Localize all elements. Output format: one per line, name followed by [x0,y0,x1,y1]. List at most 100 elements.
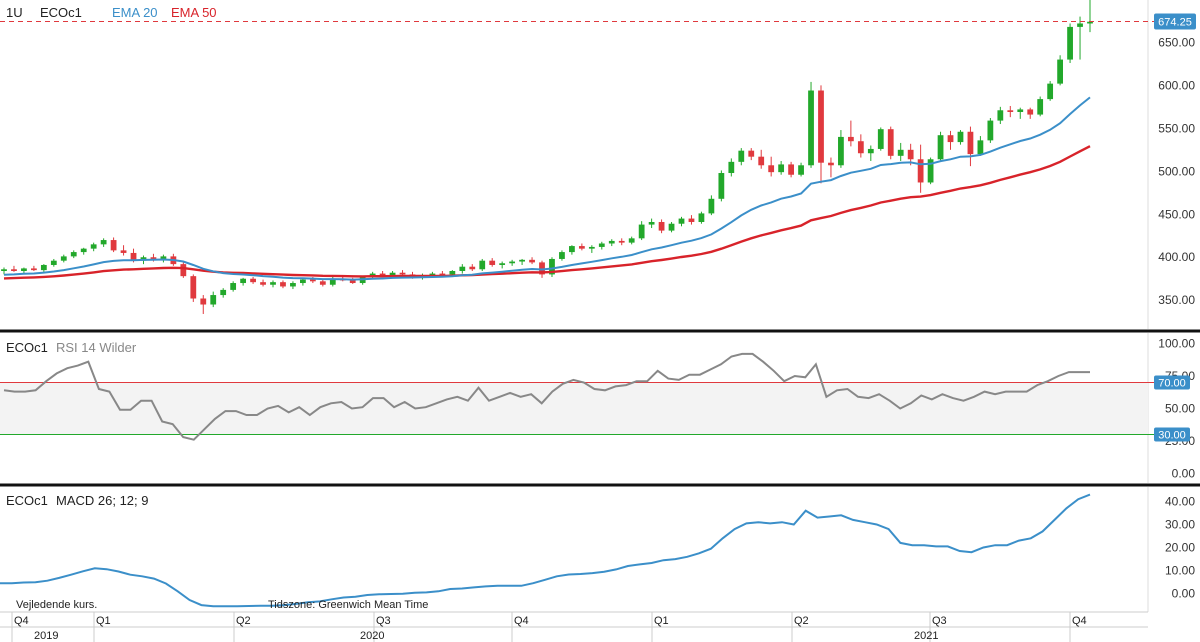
quarter-label: Q1 [654,615,669,627]
candle-body [897,149,904,156]
rsi-tick-label: 0.00 [1172,467,1196,481]
candle-body [200,298,207,305]
quarter-label: Q3 [376,615,391,627]
rsi-upper-tag [1154,375,1190,390]
year-label: 2021 [914,630,938,642]
candle-body [40,264,47,271]
candle-body [479,260,486,270]
quarter-label: Q4 [1072,615,1087,627]
candle-body [379,273,386,276]
candle [728,158,735,177]
candle [80,247,87,255]
candle [1017,107,1024,119]
candle-body [220,289,227,296]
candle-body [389,272,396,276]
candle-body [1,269,7,271]
candle-body [887,129,894,156]
macd-symbol-label: ECOc1 [6,493,48,508]
candle-body [917,159,924,183]
candle [569,245,575,255]
candle-body [160,256,167,259]
candle-body [628,238,635,243]
candle [578,243,585,251]
rsi-symbol-label: ECOc1 [6,340,48,355]
candle-body [818,90,824,163]
candle [917,144,924,193]
macd-tick-label: 0.00 [1172,587,1196,601]
candle-body [957,131,964,143]
candle-body [828,162,834,166]
rsi-tick-label: 100.00 [1158,337,1195,351]
candle [1037,96,1044,117]
candle [1047,81,1054,101]
candle [628,236,635,245]
candle [857,134,864,158]
candle-body [21,268,27,271]
candle [668,222,675,233]
candle [549,257,555,278]
timezone-note: Tidszone: Greenwich Mean Time [268,599,428,611]
macd-axis: 40.00 30.00 20.00 10.00 0.00 [1165,495,1195,601]
quarter-labels: Q4 Q1 Q2 Q3 Q4 Q1 Q2 Q3 Q4 [11,612,1087,642]
candle-body [429,273,436,276]
candle-body [569,246,575,253]
candle-body [608,240,615,244]
macd-line [0,493,1091,608]
macd-tick-label: 40.00 [1165,495,1195,509]
candle [1057,55,1063,86]
candle [897,142,904,161]
candle [230,281,237,292]
candle-body [708,198,715,214]
candle-body [180,264,187,277]
candle-body [768,165,775,173]
candle [280,280,286,289]
candle-body [997,110,1004,121]
quarter-label: Q4 [14,615,29,627]
ema20-legend: EMA 20 [112,5,158,20]
candle-body [947,135,954,143]
candle-body [31,268,37,271]
candle [798,162,804,177]
candle [210,291,217,308]
candle-body [240,278,247,284]
candle-body [260,282,266,285]
candle-body [1027,109,1034,115]
candle [967,126,974,167]
candle [21,267,27,274]
candle [110,237,117,253]
candle-body [867,148,874,154]
last-price-tag [1154,13,1196,30]
candle [499,261,506,269]
candle [1067,23,1073,64]
candle-body [1087,21,1093,24]
candle-body [927,159,934,183]
candle [688,215,695,225]
candle [588,245,595,253]
time-axis: Q4 Q1 Q2 Q3 Q4 Q1 Q2 Q3 Q4 2019 2020 2021 [0,611,1148,642]
candle [190,274,197,302]
candle-body [280,282,286,287]
symbol-label: ECOc1 [40,5,82,20]
candle [479,258,486,271]
candle-body [399,272,406,275]
candle [608,239,615,247]
candle-body [110,240,117,251]
candle [937,131,944,162]
candle [987,118,994,143]
candle [70,250,77,259]
candle [648,218,655,229]
candle [50,258,57,267]
candle-body [578,246,585,249]
candle [977,136,984,156]
candle [519,258,525,265]
macd-tick-label: 10.00 [1165,564,1195,578]
candle-body [1007,110,1014,112]
candle-body [469,266,476,270]
price-tick-label: 350.00 [1158,293,1195,307]
candle-body [349,280,356,284]
candle-body [838,136,844,166]
rsi-lower-tag [1154,427,1190,442]
interval-label[interactable]: 1U [6,5,23,20]
candle-body [648,222,655,225]
